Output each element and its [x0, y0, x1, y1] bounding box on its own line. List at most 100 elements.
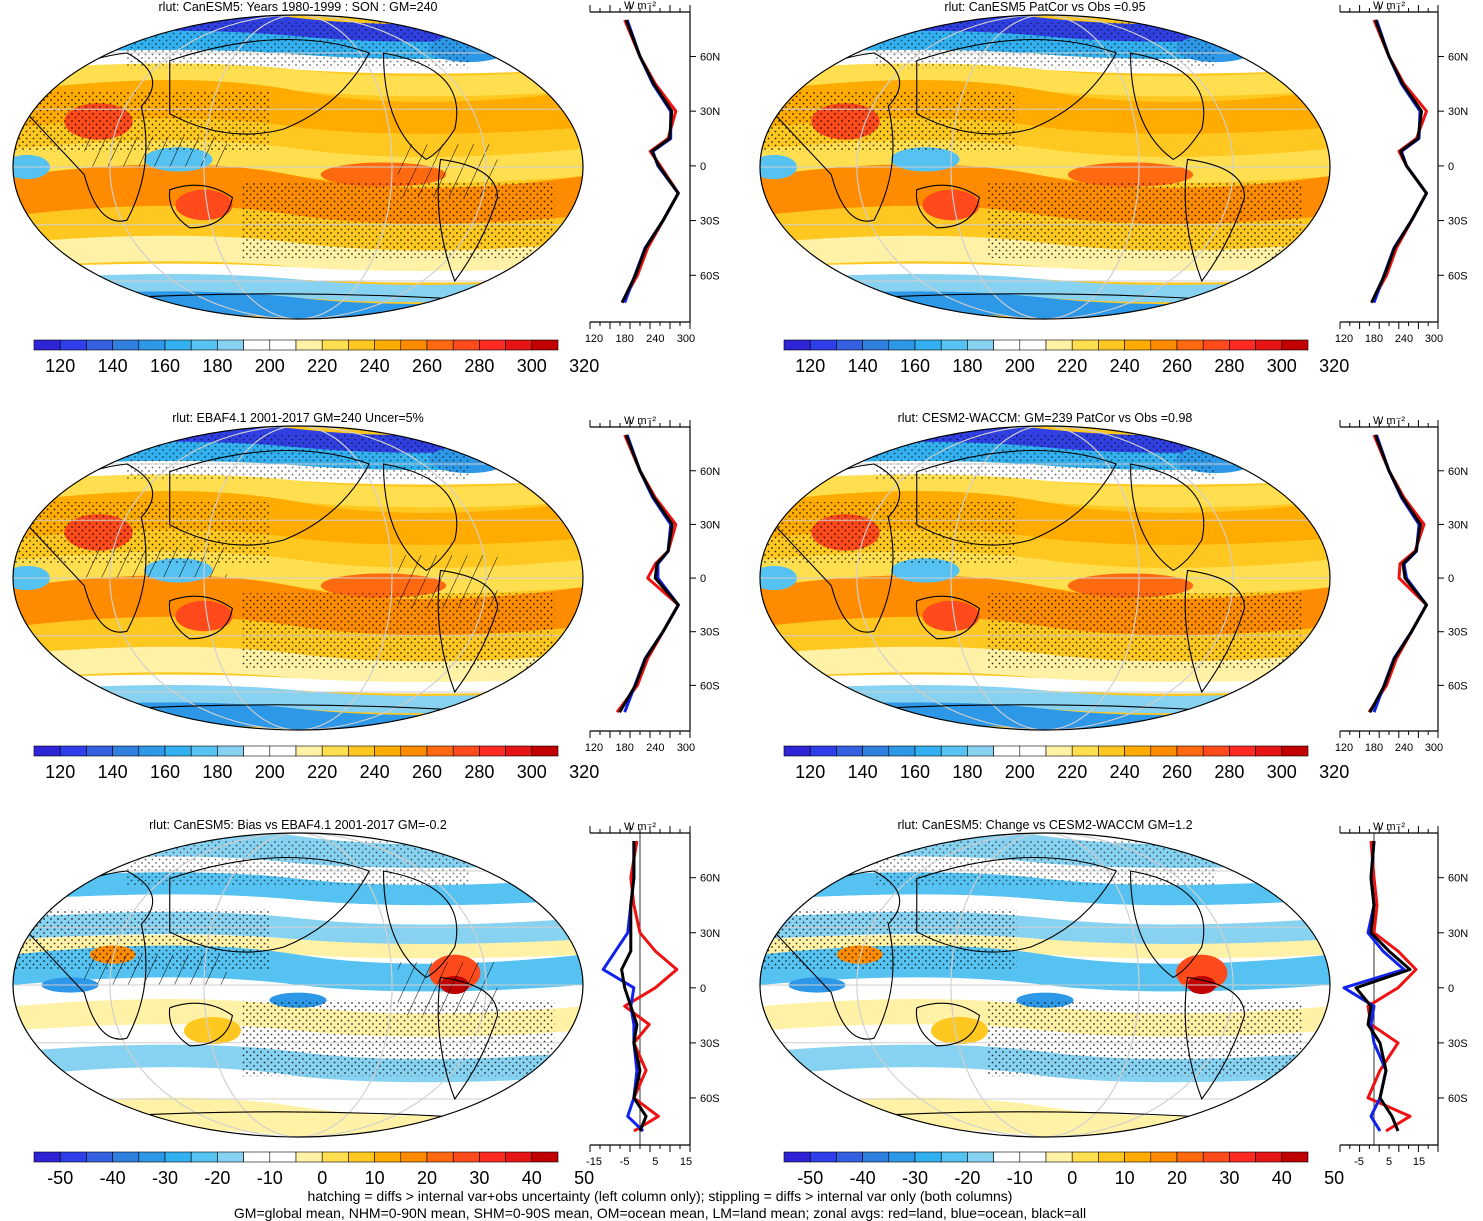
zonal-line-ocean — [623, 19, 680, 304]
zonal-lat-label: 60S — [700, 1093, 720, 1105]
colorbar-label: 200 — [255, 762, 285, 782]
colorbar-box — [190, 339, 218, 351]
field-band — [13, 263, 583, 283]
zonal-lat-label: 30N — [700, 928, 720, 940]
colorbar-box — [1045, 745, 1073, 757]
colorbar-box — [321, 1151, 349, 1163]
colorbar-box — [295, 745, 323, 757]
map-panel-3: rlut: EBAF4.1 2001-2017 GM=240 Uncer=5% — [12, 411, 584, 731]
zonal-lat-label: 0 — [700, 983, 706, 995]
colorbar-box — [190, 745, 218, 757]
coastline — [437, 158, 499, 283]
panel-title: rlut: CanESM5: Years 1980-1999 : SON : G… — [159, 0, 438, 14]
map-panel-4: rlut: CESM2-WACCM: GM=239 PatCor vs Obs … — [759, 411, 1331, 731]
hatching — [84, 954, 227, 985]
colorbar-box — [940, 1151, 968, 1163]
colorbar-box — [505, 339, 533, 351]
zonal-panel-1: W m⁻² 60N 30N 0 30S 60S 120 180 240 300 — [585, 0, 720, 345]
coastline — [915, 1002, 981, 1047]
colorbar-label: 300 — [517, 762, 547, 782]
colorbar-box — [33, 1151, 61, 1163]
zonal-x-label: 180 — [615, 333, 633, 345]
colorbar-box — [217, 1151, 244, 1163]
zonal-line-land — [1366, 840, 1418, 1133]
colorbar-box — [940, 339, 968, 351]
colorbar-box — [164, 339, 192, 351]
colorbar-box — [374, 745, 402, 757]
field-blob — [922, 600, 980, 632]
map-panel-1: rlut: CanESM5: Years 1980-1999 : SON : G… — [12, 0, 584, 320]
colorbar-box — [1019, 339, 1047, 351]
colorbar-label: -40 — [100, 1168, 126, 1188]
map-border — [759, 14, 1331, 320]
colorbar-label: 140 — [848, 356, 878, 376]
colorbar-box — [967, 1151, 994, 1163]
colorbar-label: 300 — [1267, 356, 1297, 376]
graticule-meridian — [203, 833, 393, 1137]
zonal-panel-3: W m⁻² 60N 30N 0 30S 60S 120 180 240 300 — [585, 415, 720, 754]
zonal-panel-2: W m⁻² 60N 30N 0 30S 60S 120 180 240 300 — [1335, 0, 1468, 345]
zonal-unit: W m⁻² — [624, 415, 656, 427]
panel-title: rlut: CESM2-WACCM: GM=239 PatCor vs Obs … — [898, 411, 1193, 425]
colorbar-label: 180 — [952, 356, 982, 376]
coastline — [169, 856, 371, 953]
panel-title: rlut: EBAF4.1 2001-2017 GM=240 Uncer=5% — [172, 411, 424, 425]
zonal-unit: W m⁻² — [624, 0, 656, 12]
zonal-x-label: 5 — [1386, 1156, 1392, 1168]
coastline — [168, 184, 234, 229]
colorbar-label: -30 — [152, 1168, 178, 1188]
zonal-lat-label: 60N — [1448, 873, 1468, 885]
zonal-x-label: 240 — [1395, 742, 1413, 754]
colorbar-box — [1229, 745, 1256, 757]
colorbar-label: -10 — [1007, 1168, 1033, 1188]
graticule-meridian — [109, 833, 487, 1137]
colorbar-box — [452, 745, 480, 757]
field-band — [760, 894, 1330, 923]
colorbar-box — [112, 1151, 140, 1163]
colorbar-box — [1229, 339, 1256, 351]
zonal-x-label: 300 — [1425, 742, 1443, 754]
zonal-panel-5: W m⁻² 60N 30N 0 30S 60S -15 -5 5 15 — [586, 821, 720, 1168]
zonal-line-all — [618, 434, 680, 713]
colorbar-label: -40 — [850, 1168, 876, 1188]
colorbar-box — [138, 1151, 166, 1163]
colorbar-box — [1202, 745, 1230, 757]
colorbar-label: 20 — [417, 1168, 437, 1188]
colorbar-box — [1202, 339, 1230, 351]
zonal-lat-label: 30S — [1448, 1038, 1468, 1050]
map-border — [759, 832, 1331, 1138]
zonal-x-label: -5 — [620, 1156, 630, 1168]
colorbar-6: -50 -40 -30 -20 -10 0 10 20 30 40 50 — [783, 1151, 1344, 1188]
coastline — [382, 463, 458, 572]
colorbar-box — [783, 1151, 811, 1163]
coastline — [382, 870, 458, 979]
coastline — [915, 184, 981, 229]
zonal-lat-label: 60S — [1448, 680, 1468, 692]
zonal-x-label: 180 — [615, 742, 633, 754]
colorbar-box — [914, 745, 942, 757]
colorbar-box — [862, 1151, 890, 1163]
colorbar-label: 160 — [900, 356, 930, 376]
zonal-unit: W m⁻² — [1373, 0, 1405, 12]
colorbar-box — [217, 745, 244, 757]
colorbar-box — [888, 745, 916, 757]
colorbar-label: 220 — [1057, 356, 1087, 376]
colorbar-label: 0 — [1067, 1168, 1077, 1188]
field-blob — [184, 1016, 241, 1045]
colorbar-label: 200 — [1005, 356, 1035, 376]
colorbar-label: 240 — [1110, 762, 1140, 782]
zonal-lat-label: 30N — [1448, 928, 1468, 940]
zonal-line-all — [1370, 19, 1428, 304]
hatching — [397, 962, 498, 1016]
field-blob — [1067, 162, 1194, 187]
colorbar-box — [479, 339, 506, 351]
coastline — [916, 38, 1118, 135]
colorbar-box — [59, 339, 87, 351]
zonal-panel-4: W m⁻² 60N 30N 0 30S 60S 120 180 240 300 — [1335, 415, 1468, 754]
map-field — [760, 426, 1330, 730]
colorbar-label: 200 — [1005, 762, 1035, 782]
colorbar-label: 320 — [569, 356, 599, 376]
panel-title: rlut: CanESM5: Bias vs EBAF4.1 2001-2017… — [149, 818, 447, 832]
zonal-line-all — [1368, 434, 1428, 713]
colorbar-box — [348, 745, 375, 757]
